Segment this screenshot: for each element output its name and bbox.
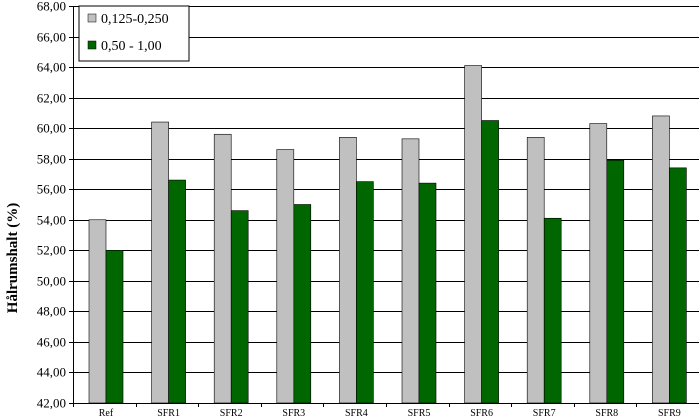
bar-ref-series-1 xyxy=(88,219,107,404)
y-tick-label: 42,00 xyxy=(37,396,66,411)
bar-sfr4-series-2 xyxy=(356,181,374,404)
y-tick-label: 46,00 xyxy=(37,335,66,350)
bar-sfr4-series-1 xyxy=(339,137,357,404)
bar-sfr2-series-1 xyxy=(213,133,232,404)
axes xyxy=(69,6,699,407)
y-tick-label: 58,00 xyxy=(37,152,66,167)
legend-box xyxy=(78,5,190,62)
y-tick-label: 52,00 xyxy=(37,243,66,258)
legend-swatch-series-2 xyxy=(87,40,97,50)
bar-sfr8-series-1 xyxy=(589,123,608,404)
y-tick-labels: 42,00 44,00 46,00 48,00 50,00 52,00 54,00 56,00… xyxy=(37,0,66,411)
x-tick-label: SFR9 xyxy=(658,408,681,417)
bar-sfr9-series-2 xyxy=(669,167,687,404)
bar-sfr1-series-1 xyxy=(151,121,169,404)
bar-sfr7-series-1 xyxy=(526,137,545,404)
y-axis-label: Hålrumshalt (%) xyxy=(5,203,21,313)
legend: 0,125-0,250 0,50 - 1,00 xyxy=(78,5,190,62)
bar-sfr1-series-2 xyxy=(168,179,186,404)
y-tick-label: 50,00 xyxy=(37,274,66,289)
bar-sfr7-series-2 xyxy=(543,217,562,404)
bar-sfr6-series-1 xyxy=(464,65,482,404)
y-tick-label: 66,00 xyxy=(37,30,66,45)
bar-sfr2-series-2 xyxy=(230,210,249,404)
legend-label-series-2: 0,50 - 1,00 xyxy=(101,39,162,54)
x-tick-label: SFR3 xyxy=(282,408,305,417)
y-tick-label: 62,00 xyxy=(37,91,66,106)
y-tick-label: 56,00 xyxy=(37,182,66,197)
bar-sfr3-series-2 xyxy=(293,204,312,404)
bar-sfr5-series-2 xyxy=(418,182,437,404)
legend-swatch-series-1 xyxy=(87,13,97,23)
x-tick-label: SFR5 xyxy=(408,408,431,417)
bars xyxy=(88,65,687,404)
bar-ref-series-2 xyxy=(105,250,124,404)
y-tick-label: 44,00 xyxy=(37,365,66,380)
x-tick-label: SFR4 xyxy=(345,408,368,417)
bar-sfr9-series-1 xyxy=(652,115,670,404)
y-tick-label: 64,00 xyxy=(37,60,66,75)
legend-label-series-1: 0,125-0,250 xyxy=(101,12,169,27)
x-tick-labels: Ref SFR1 SFR2 SFR3 SFR4 SFR5 SFR6 SFR7 SFR8 SFR9 xyxy=(99,408,681,417)
x-tick-label: SFR2 xyxy=(220,408,243,417)
x-tick-label: SFR1 xyxy=(157,408,180,417)
x-tick-label: SFR7 xyxy=(533,408,556,417)
bar-sfr6-series-2 xyxy=(481,120,499,404)
y-tick-label: 54,00 xyxy=(37,213,66,228)
y-tick-label: 60,00 xyxy=(37,121,66,136)
x-tick-label: SFR8 xyxy=(595,408,618,417)
bar-sfr5-series-1 xyxy=(401,138,420,404)
x-tick-label: SFR6 xyxy=(470,408,493,417)
bar-sfr8-series-2 xyxy=(606,159,625,404)
x-tick-label: Ref xyxy=(99,408,114,417)
y-tick-label: 68,00 xyxy=(37,0,66,14)
y-tick-label: 48,00 xyxy=(37,304,66,319)
bar-sfr3-series-1 xyxy=(276,149,295,404)
